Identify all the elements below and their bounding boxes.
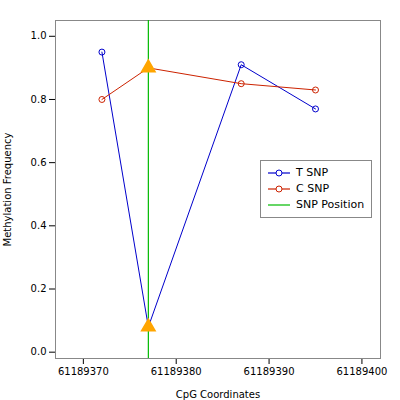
svg-text:61189400: 61189400 — [336, 366, 387, 377]
svg-text:61189370: 61189370 — [58, 366, 109, 377]
svg-text:0.4: 0.4 — [31, 220, 47, 231]
svg-text:0.0: 0.0 — [31, 346, 47, 357]
svg-text:1.0: 1.0 — [31, 30, 47, 41]
svg-text:Methylation Frequency: Methylation Frequency — [2, 132, 13, 246]
html-text:C SNP: C SNP — [296, 182, 329, 195]
html-text:SNP Position: SNP Position — [296, 198, 365, 211]
svg-text:0.2: 0.2 — [31, 283, 47, 294]
svg-text:CpG Coordinates: CpG Coordinates — [176, 389, 260, 400]
svg-text:61189380: 61189380 — [151, 366, 202, 377]
svg-text:0.8: 0.8 — [31, 94, 47, 105]
svg-text:0.6: 0.6 — [31, 157, 47, 168]
svg-text:61189390: 61189390 — [244, 366, 295, 377]
html-text:T SNP: T SNP — [296, 166, 329, 179]
